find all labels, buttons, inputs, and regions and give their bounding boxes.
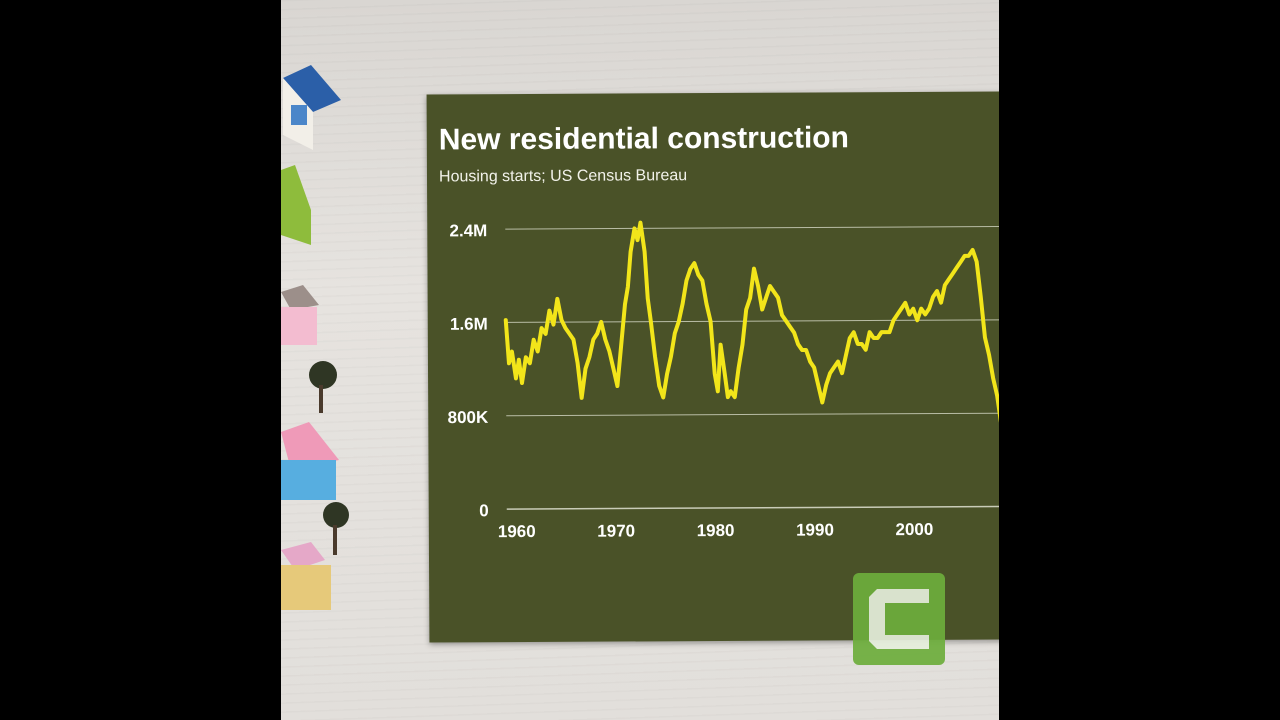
green-house bbox=[281, 165, 311, 245]
yellow-house-wall bbox=[281, 565, 331, 610]
chart-subtitle: Housing starts; US Census Bureau bbox=[439, 167, 687, 185]
y-tick-label: 0 bbox=[479, 501, 489, 520]
gridline bbox=[505, 319, 999, 323]
toy-houses-decoration bbox=[281, 65, 349, 610]
blue-house-window bbox=[291, 105, 307, 125]
tree-icon bbox=[309, 361, 337, 389]
housing-starts-line bbox=[503, 220, 999, 445]
pink-house-wall bbox=[281, 307, 317, 345]
yellow-house-roof bbox=[281, 542, 325, 570]
gridline bbox=[505, 225, 999, 230]
x-tick-label: 1970 bbox=[597, 521, 635, 540]
grid-lines bbox=[505, 225, 999, 510]
x-tick-label: 1990 bbox=[796, 520, 834, 539]
tree-trunk bbox=[333, 525, 337, 555]
x-tick-label: 1980 bbox=[697, 521, 735, 540]
tree-icon bbox=[323, 502, 349, 528]
app-logo-icon bbox=[853, 573, 945, 665]
y-tick-label: 800K bbox=[448, 408, 489, 427]
y-tick-label: 1.6M bbox=[450, 315, 488, 334]
x-tick-label: 1960 bbox=[498, 522, 536, 541]
x-axis-ticks: 1960 1970 1980 1990 2000 bbox=[498, 520, 934, 541]
tree-trunk bbox=[319, 385, 323, 413]
video-frame: New residential construction Housing sta… bbox=[281, 0, 999, 720]
y-axis-ticks: 0 800K 1.6M 2.4M bbox=[448, 221, 489, 520]
pink-house-roof bbox=[281, 285, 319, 310]
gridline bbox=[506, 412, 999, 417]
chart-title: New residential construction bbox=[439, 121, 849, 156]
gridline bbox=[506, 505, 999, 510]
pink-roof-house-roof bbox=[281, 422, 339, 470]
chart-board: New residential construction Housing sta… bbox=[426, 91, 999, 643]
c-letter-icon bbox=[869, 589, 929, 649]
x-tick-label: 2000 bbox=[895, 520, 933, 539]
y-tick-label: 2.4M bbox=[449, 221, 487, 240]
housing-starts-chart: New residential construction Housing sta… bbox=[439, 121, 999, 541]
blue-house-roof bbox=[283, 65, 341, 112]
series-layer bbox=[503, 220, 999, 445]
pink-roof-house-wall bbox=[281, 460, 336, 500]
